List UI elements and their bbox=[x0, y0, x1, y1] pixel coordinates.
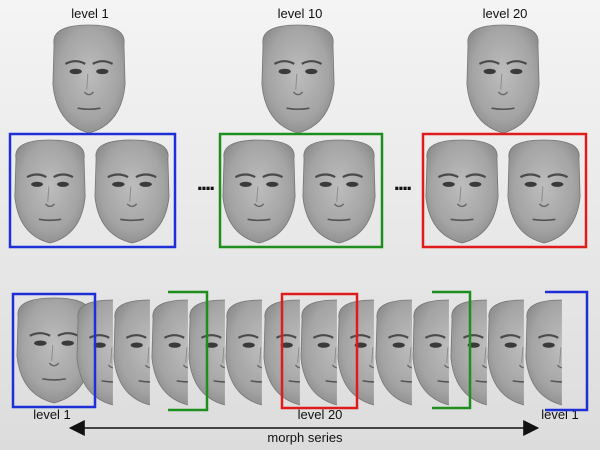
pair-level-20-face-a bbox=[425, 139, 499, 244]
pair-level-10-face-b bbox=[302, 139, 376, 244]
separator-dots-1: .... bbox=[196, 170, 215, 195]
frame-morph-level-10b bbox=[432, 290, 472, 410]
top-face-level-20 bbox=[466, 24, 540, 134]
morph-face-11 bbox=[412, 299, 449, 406]
morph-face-6 bbox=[225, 299, 262, 406]
pair-level-10-face-a bbox=[222, 139, 296, 244]
frame-level-10 bbox=[218, 132, 384, 249]
morph-face-10 bbox=[375, 299, 412, 406]
pair-level-1-face-a bbox=[14, 139, 86, 244]
faces-layer bbox=[14, 24, 581, 406]
label-top-level-20: level 20 bbox=[482, 6, 528, 21]
frame-morph-level-1 bbox=[11, 292, 97, 409]
label-top-level-1: level 1 bbox=[71, 6, 109, 21]
frame-level-1 bbox=[8, 132, 177, 249]
frames-layer bbox=[8, 132, 589, 412]
morph-face-3 bbox=[113, 299, 150, 406]
label-bottom-level-20: level 20 bbox=[297, 407, 343, 422]
frame-level-20 bbox=[421, 132, 588, 249]
label-top-level-10: level 10 bbox=[277, 6, 323, 21]
morph-face-14 bbox=[525, 299, 562, 406]
pair-level-20-face-b bbox=[507, 139, 581, 244]
label-bottom-level-1-left: level 1 bbox=[33, 407, 71, 422]
frame-morph-level-1-end bbox=[545, 290, 589, 412]
frame-morph-level-10a bbox=[168, 290, 209, 412]
morph-face-8 bbox=[300, 299, 337, 406]
top-face-level-1 bbox=[52, 24, 126, 134]
morph-face-1 bbox=[16, 297, 92, 404]
frame-morph-level-20 bbox=[280, 292, 359, 410]
pair-level-1-face-b bbox=[94, 139, 170, 244]
top-face-level-10 bbox=[261, 24, 335, 134]
morph-face-4 bbox=[151, 299, 188, 406]
morph-face-13 bbox=[487, 299, 524, 406]
separator-dots-2: .... bbox=[393, 170, 412, 195]
